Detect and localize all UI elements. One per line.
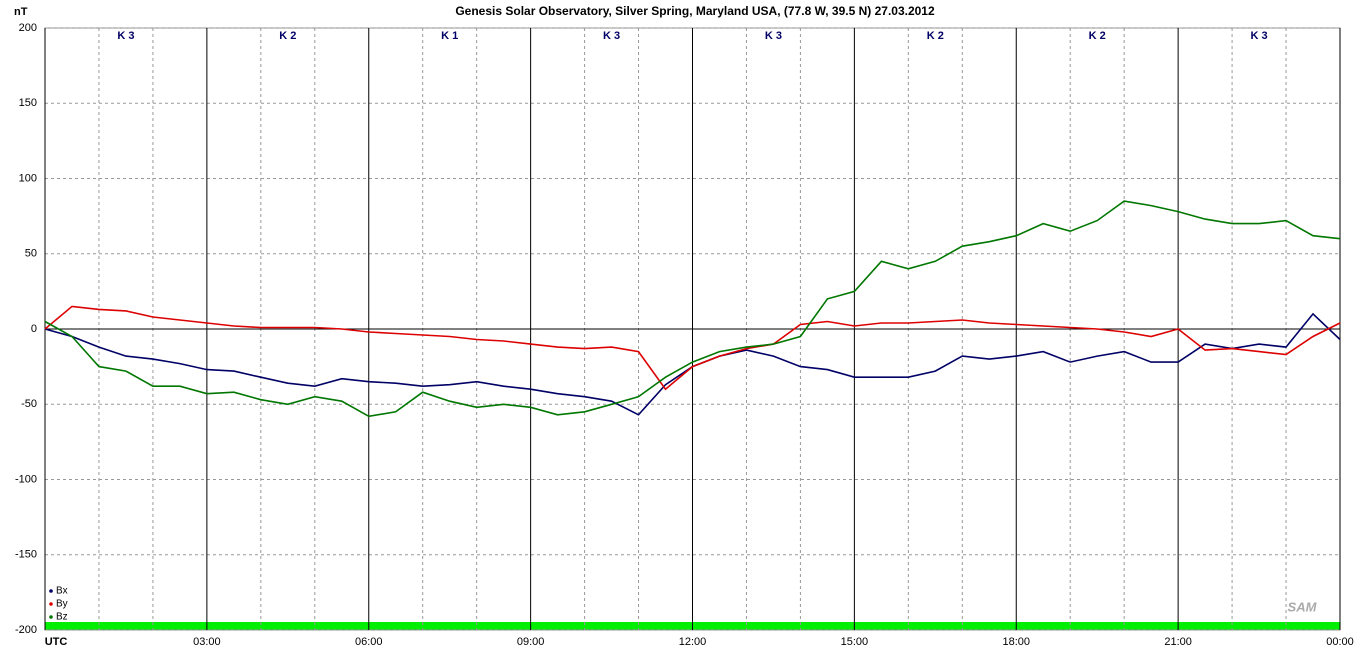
y-tick-label: 0 xyxy=(31,323,37,335)
y-tick-label: -50 xyxy=(21,398,37,410)
y-tick-label: -100 xyxy=(15,473,37,485)
x-tick-label: 12:00 xyxy=(679,636,707,648)
legend-label: Bz xyxy=(56,612,68,623)
y-axis-label: nT xyxy=(14,6,28,18)
legend-marker xyxy=(49,589,53,593)
k-index-label: K 1 xyxy=(441,30,458,42)
y-tick-label: 100 xyxy=(19,172,37,184)
x-tick-label: 21:00 xyxy=(1164,636,1192,648)
legend-label: Bx xyxy=(56,586,68,597)
chart-title: Genesis Solar Observatory, Silver Spring… xyxy=(455,4,935,18)
k-index-label: K 2 xyxy=(279,30,296,42)
y-tick-label: -150 xyxy=(15,549,37,561)
x-tick-label: UTC xyxy=(45,636,68,648)
legend-marker xyxy=(49,615,53,619)
y-tick-label: 50 xyxy=(25,248,37,260)
x-tick-label: 03:00 xyxy=(193,636,221,648)
legend-marker xyxy=(49,602,53,606)
x-tick-label: 15:00 xyxy=(841,636,869,648)
y-tick-label: 150 xyxy=(19,97,37,109)
y-tick-label: 200 xyxy=(19,22,37,34)
x-tick-label: 18:00 xyxy=(1002,636,1030,648)
k-index-label: K 3 xyxy=(603,30,620,42)
k-index-label: K 3 xyxy=(117,30,134,42)
k-index-label: K 3 xyxy=(1251,30,1268,42)
legend-label: By xyxy=(56,599,68,610)
k-index-label: K 3 xyxy=(765,30,782,42)
logo: SAM xyxy=(1288,599,1318,614)
k-index-label: K 2 xyxy=(1089,30,1106,42)
x-tick-label: 09:00 xyxy=(517,636,545,648)
series-line xyxy=(44,200,1341,418)
k-index-label: K 2 xyxy=(927,30,944,42)
x-tick-label: 00:00 xyxy=(1326,636,1354,648)
series-line xyxy=(44,305,1341,391)
x-tick-label: 06:00 xyxy=(355,636,383,648)
y-tick-label: -200 xyxy=(15,624,37,636)
